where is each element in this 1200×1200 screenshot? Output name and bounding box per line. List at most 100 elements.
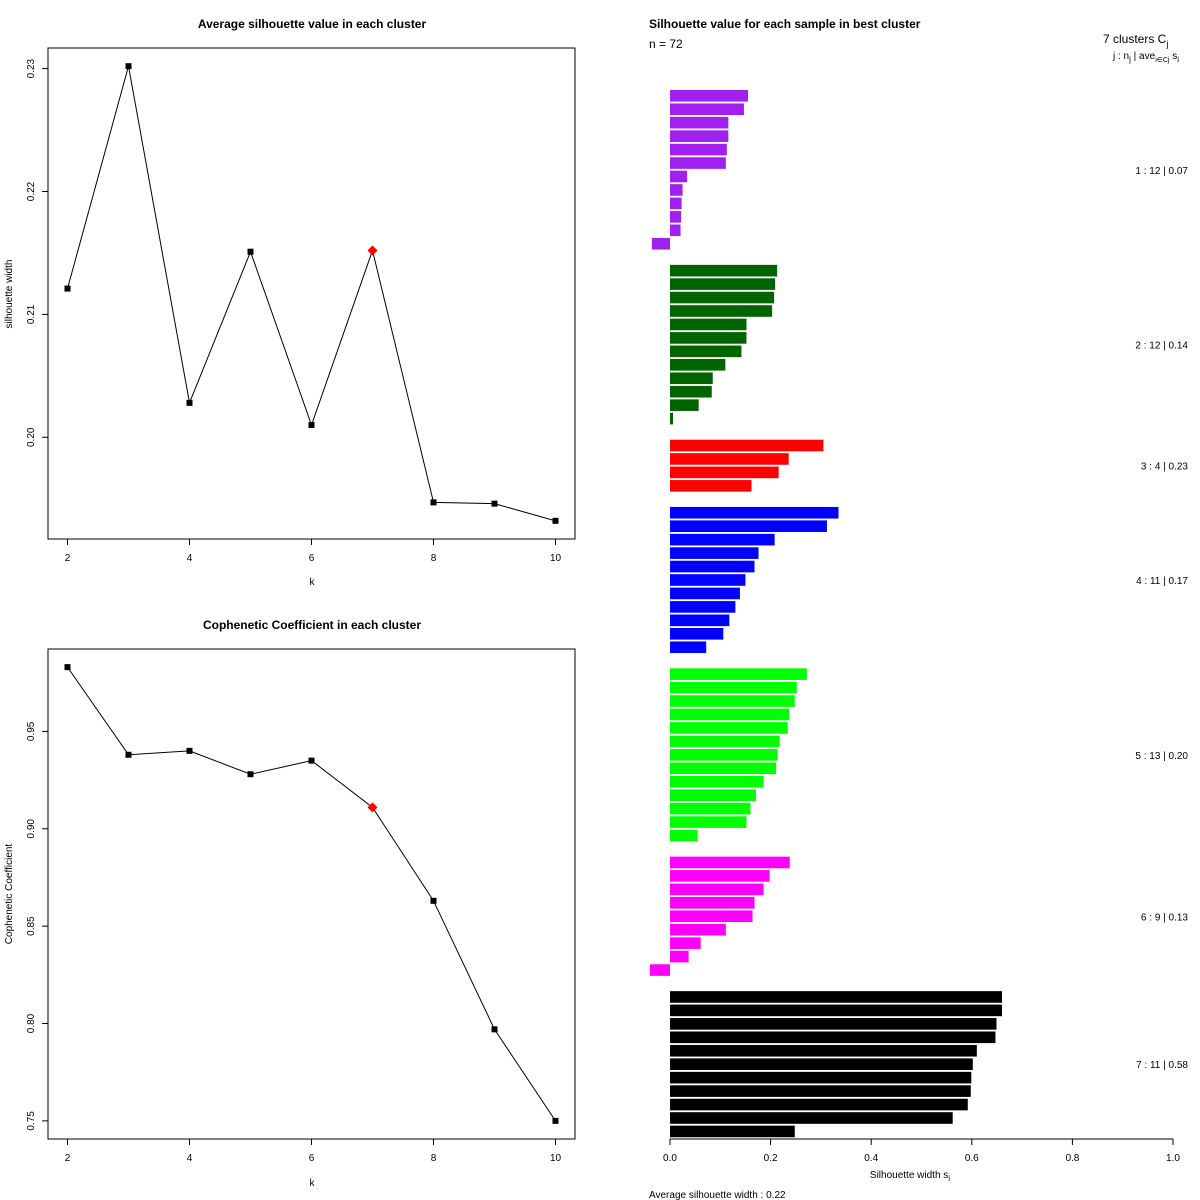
- silhouette-bar: [670, 1098, 968, 1111]
- data-point: [430, 499, 437, 506]
- clusters-header-sub-ave: i∈Cj: [1155, 57, 1170, 64]
- silhouette-bar: [670, 224, 681, 237]
- silhouette-bar: [670, 520, 827, 532]
- silhouette-bar: [670, 560, 755, 573]
- silhouette-bar: [670, 762, 777, 775]
- silhouette-bar: [670, 103, 744, 116]
- silhouette-avg-y-axis: 0.20 0.21 0.22 0.23: [26, 58, 48, 447]
- data-point: [186, 399, 193, 406]
- x-tick-label: 10: [550, 553, 562, 564]
- silhouette-bar: [670, 1004, 1002, 1017]
- clusters-header-s: s: [1169, 51, 1177, 62]
- silhouette-bar: [670, 816, 747, 828]
- silhouette-bar: [670, 130, 729, 142]
- data-point: [491, 500, 498, 507]
- y-tick-label: 0.23: [26, 58, 37, 78]
- silhouette-bar: [670, 453, 789, 465]
- clusters-header-sub: j: [1165, 39, 1168, 49]
- y-tick-label: 0.22: [26, 181, 37, 201]
- silhouette-bar: [670, 305, 773, 317]
- x-tick-label: 0.2: [764, 1153, 778, 1164]
- silhouette-bar: [670, 372, 713, 385]
- silhouette-bar: [670, 789, 757, 801]
- silhouette-bar: [670, 628, 724, 640]
- silhouette-bar: [670, 950, 689, 963]
- cluster-label: 6 : 9 | 0.13: [1141, 912, 1189, 923]
- silhouette-bar: [670, 1071, 972, 1084]
- silhouette-bar: [670, 668, 807, 680]
- silhouette-bar: [670, 399, 699, 411]
- sample-count: n = 72: [649, 37, 683, 51]
- data-point: [552, 517, 559, 524]
- cluster-label: 1 : 12 | 0.07: [1135, 166, 1188, 177]
- silhouette-bar: [649, 964, 670, 976]
- silhouette-xlabel-text: Silhouette width s: [870, 1170, 948, 1181]
- silhouette-bar: [670, 412, 674, 425]
- silhouette-bar: [670, 923, 726, 936]
- silhouette-plot-panel: Silhouette value for each sample in best…: [649, 17, 1188, 1200]
- clusters-header-sub-j: j: [1128, 55, 1131, 64]
- x-tick-label: 4: [187, 553, 193, 564]
- clusters-header-sub-s: i: [1177, 55, 1179, 64]
- silhouette-bar: [670, 829, 698, 842]
- silhouette-bar: [670, 681, 797, 694]
- silhouette-bar: [670, 211, 682, 223]
- x-tick-label: 6: [309, 553, 315, 564]
- silhouette-bar: [670, 264, 778, 277]
- silhouette-bar: [670, 937, 701, 949]
- cophenetic-y-axis: 0.75 0.80 0.85 0.90 0.95: [26, 721, 48, 1131]
- silhouette-bar: [670, 1044, 977, 1057]
- silhouette-bar: [670, 856, 790, 869]
- cluster-label: 5 : 13 | 0.20: [1135, 751, 1188, 762]
- best-k-point: [367, 245, 378, 256]
- silhouette-bar: [670, 547, 759, 559]
- y-tick-label: 0.95: [26, 721, 37, 741]
- average-silhouette-footer: Average silhouette width : 0.22: [649, 1190, 786, 1200]
- data-point: [247, 771, 254, 778]
- x-tick-label: 0.0: [663, 1153, 677, 1164]
- x-tick-label: 2: [65, 553, 71, 564]
- silhouette-bar: [670, 116, 729, 129]
- cluster-label: 7 : 11 | 0.58: [1136, 1060, 1188, 1071]
- silhouette-bar: [670, 506, 839, 519]
- silhouette-bar: [670, 1085, 971, 1097]
- silhouette-bar: [670, 870, 770, 882]
- silhouette-bar: [670, 1018, 997, 1030]
- silhouette-bar: [670, 533, 775, 546]
- x-tick-label: 1.0: [1166, 1153, 1180, 1164]
- silhouette-bar: [670, 143, 727, 156]
- best-k-point: [367, 802, 378, 813]
- silhouette-bar: [670, 345, 742, 358]
- silhouette-bar: [670, 466, 779, 479]
- silhouette-avg-title: Average silhouette value in each cluster: [198, 17, 427, 31]
- silhouette-bar: [670, 641, 707, 654]
- silhouette-bar: [670, 722, 788, 734]
- data-point: [308, 421, 315, 428]
- data-point: [430, 897, 437, 904]
- x-tick-label: 10: [550, 1153, 562, 1164]
- data-point: [247, 248, 254, 255]
- x-tick-label: 0.4: [864, 1153, 878, 1164]
- silhouette-bar: [670, 775, 764, 788]
- data-point: [308, 757, 315, 764]
- x-tick-label: 8: [431, 553, 437, 564]
- silhouette-bar: [670, 574, 746, 586]
- silhouette-xlabel: Silhouette width si: [870, 1170, 950, 1183]
- silhouette-bar: [670, 359, 726, 371]
- data-point: [125, 63, 132, 70]
- x-tick-label: 2: [65, 1153, 71, 1164]
- silhouette-x-axis: 0.0 0.2 0.4 0.6 0.8 1.0: [663, 1139, 1180, 1164]
- cluster-label: 2 : 12 | 0.14: [1135, 341, 1188, 352]
- silhouette-bar: [670, 184, 683, 196]
- x-tick-label: 4: [187, 1153, 193, 1164]
- y-tick-label: 0.20: [26, 427, 37, 447]
- clusters-header-text: 7 clusters C: [1103, 32, 1167, 46]
- clusters-header-line1: 7 clusters Cj: [1103, 32, 1168, 49]
- silhouette-bar: [651, 237, 670, 250]
- clusters-header-line2: j : nj | avei∈Cj si: [1112, 51, 1179, 64]
- cluster-labels: 1 : 12 | 0.07 2 : 12 | 0.14 3 : 4 | 0.23 4 …: [1135, 166, 1188, 1071]
- silhouette-avg-series: [64, 63, 559, 524]
- silhouette-avg-x-axis: 2 4 6 8 10: [65, 539, 562, 564]
- cophenetic-plot-frame: [47, 648, 576, 1140]
- silhouette-avg-plot-frame: [47, 47, 576, 540]
